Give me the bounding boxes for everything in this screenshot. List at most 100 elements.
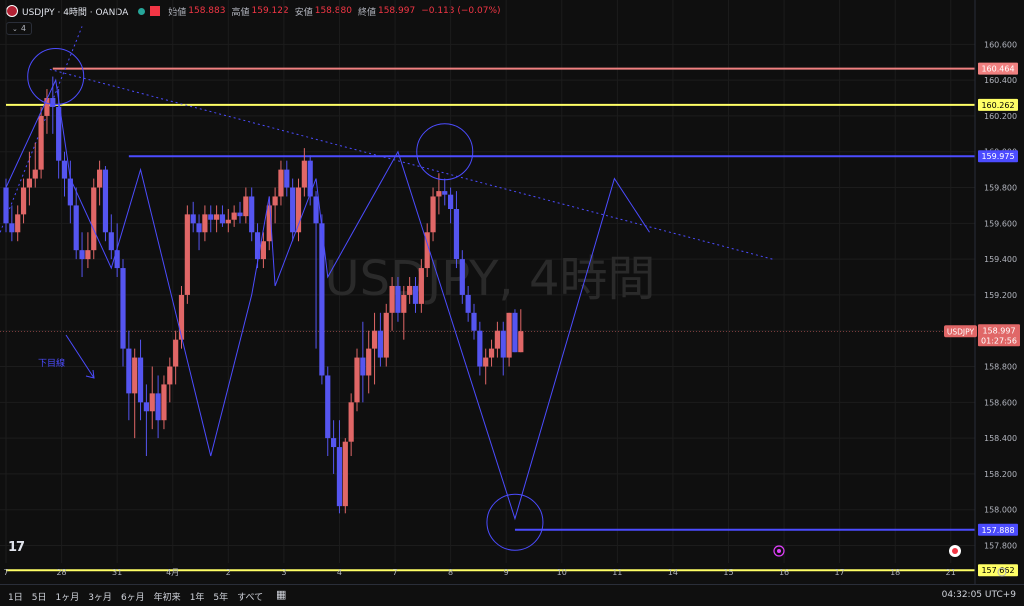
candle[interactable]	[401, 285, 407, 340]
candle[interactable]	[225, 209, 231, 233]
price-line-label[interactable]: 160.464	[978, 62, 1018, 75]
candle[interactable]	[9, 205, 15, 242]
period-button[interactable]: 年初来	[153, 593, 181, 603]
candle[interactable]	[173, 330, 179, 385]
candle[interactable]	[500, 321, 506, 376]
candle[interactable]	[91, 178, 97, 260]
price-axis[interactable]: 157.800 158.000 158.200 158.400 158.600 158.8…	[944, 40, 1020, 577]
candle[interactable]	[483, 348, 489, 385]
candle[interactable]	[336, 420, 343, 514]
candle[interactable]	[377, 312, 383, 367]
candle[interactable]	[354, 348, 360, 412]
candle[interactable]	[149, 366, 155, 430]
price-line-label[interactable]: 157.888	[978, 523, 1018, 536]
candle[interactable]	[389, 277, 395, 331]
candle[interactable]	[167, 357, 173, 403]
candle[interactable]	[202, 205, 208, 242]
candle[interactable]	[465, 285, 471, 322]
symbol-title[interactable]: USDJPY · 4時間 · OANDA	[22, 7, 129, 18]
candle[interactable]	[424, 223, 430, 278]
candle[interactable]	[32, 142, 38, 188]
annotation-label[interactable]: 下目線	[38, 357, 65, 369]
candle[interactable]	[178, 285, 185, 349]
highlight-circle[interactable]	[486, 493, 544, 551]
candle[interactable]	[342, 438, 348, 514]
time-axis[interactable]: 7 28 31 4月 2 3 4 7 8 9 10 11 14 15 16 17 18 21	[3, 568, 955, 577]
candle[interactable]	[453, 191, 460, 269]
zigzag-path[interactable]	[5, 78, 650, 521]
candle[interactable]	[418, 259, 424, 313]
candle[interactable]	[512, 309, 518, 353]
candles[interactable]	[3, 76, 524, 514]
candle[interactable]	[85, 232, 91, 269]
candle[interactable]	[518, 309, 524, 353]
clock-readout[interactable]: 04:32:05 UTC+9	[941, 590, 1016, 600]
candle[interactable]	[290, 178, 296, 242]
period-button[interactable]: 3ヶ月	[88, 593, 112, 603]
period-button[interactable]: 1年	[189, 593, 205, 603]
candle[interactable]	[371, 312, 378, 385]
candle[interactable]	[237, 201, 243, 224]
candle[interactable]	[97, 160, 103, 206]
candle[interactable]	[102, 166, 109, 242]
candle[interactable]	[79, 232, 85, 278]
candle[interactable]	[266, 196, 272, 251]
period-button[interactable]: 5日	[31, 593, 47, 603]
candle[interactable]	[272, 187, 278, 224]
period-button[interactable]: 1ヶ月	[55, 593, 80, 603]
price-line-label[interactable]: 160.262	[978, 98, 1018, 111]
candle[interactable]	[137, 339, 144, 421]
candle[interactable]	[284, 160, 290, 197]
candle[interactable]	[407, 277, 413, 304]
candle[interactable]	[231, 205, 237, 227]
symbol-tag[interactable]: USDJPY	[944, 325, 977, 338]
candle[interactable]	[442, 178, 448, 206]
price-line-label[interactable]: 159.975	[978, 150, 1018, 163]
candle[interactable]	[61, 151, 68, 197]
candle[interactable]	[436, 173, 442, 215]
period-button[interactable]: すべて	[237, 593, 264, 603]
candle[interactable]	[278, 160, 284, 206]
candle[interactable]	[38, 106, 44, 179]
calendar-icon[interactable]: ▦	[276, 588, 287, 601]
candle[interactable]	[26, 151, 32, 206]
candle[interactable]	[488, 339, 495, 367]
candle[interactable]	[50, 76, 56, 134]
candle[interactable]	[360, 321, 366, 403]
candle[interactable]	[161, 375, 167, 430]
candle[interactable]	[67, 160, 73, 224]
candle[interactable]	[208, 205, 214, 233]
candle[interactable]	[494, 321, 500, 358]
candle[interactable]	[506, 312, 512, 367]
candle[interactable]	[366, 330, 372, 394]
period-selector[interactable]: 1日 5日 1ヶ月 3ヶ月 6ヶ月 年初来 1年 5年 すべて	[8, 590, 272, 603]
candle[interactable]	[477, 321, 483, 376]
period-button[interactable]: 5年	[213, 593, 229, 603]
candle[interactable]	[331, 420, 337, 474]
candle[interactable]	[114, 223, 120, 278]
tradingview-logo-icon[interactable]: 17	[8, 540, 25, 555]
candle[interactable]	[20, 178, 27, 224]
candle[interactable]	[15, 205, 21, 242]
candle[interactable]	[214, 205, 220, 233]
candle[interactable]	[325, 366, 331, 457]
downtrend-arrow[interactable]	[65, 334, 95, 379]
candle[interactable]	[430, 187, 436, 242]
candle[interactable]	[44, 89, 50, 134]
alert-icon[interactable]	[150, 6, 161, 16]
trendlines[interactable]	[0, 26, 773, 260]
candle[interactable]	[383, 303, 389, 367]
highlight-circles[interactable]	[27, 48, 544, 551]
period-button[interactable]: 6ヶ月	[120, 593, 145, 603]
candle[interactable]	[155, 375, 161, 439]
candle[interactable]	[132, 348, 138, 439]
candle[interactable]	[348, 393, 354, 457]
highlight-circle[interactable]	[416, 123, 474, 181]
candle[interactable]	[143, 384, 149, 457]
zigzag-line[interactable]	[5, 78, 650, 521]
candle[interactable]	[196, 214, 202, 251]
candle[interactable]	[295, 178, 302, 242]
candle[interactable]	[260, 232, 266, 269]
